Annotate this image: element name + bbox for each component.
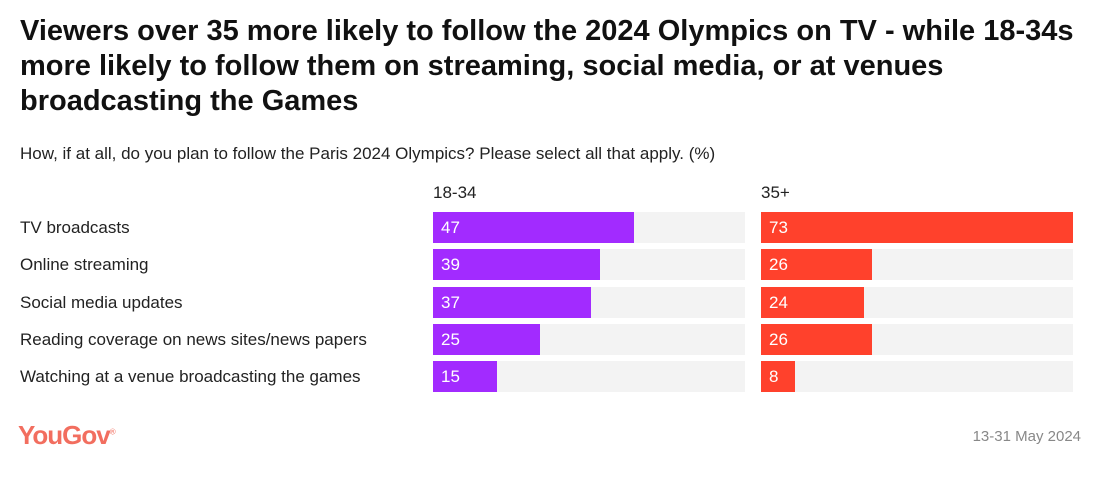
bar-track: 24 (761, 287, 1073, 318)
bar-track: 73 (761, 212, 1073, 243)
survey-date: 13-31 May 2024 (972, 428, 1081, 445)
category-label: TV broadcasts (20, 218, 130, 237)
bar (433, 361, 498, 392)
data-label: 8 (769, 367, 779, 386)
chart-subtitle: How, if at all, do you plan to follow th… (20, 144, 716, 163)
chart-title: Viewers over 35 more likely to follow th… (20, 15, 1074, 117)
bar (761, 361, 796, 392)
data-label: 26 (769, 255, 788, 274)
data-label: 37 (441, 293, 460, 312)
data-label: 26 (769, 330, 788, 349)
series-header-18-34: 18-34 (433, 183, 477, 202)
bar (761, 212, 1073, 243)
yougov-logo: YouGov® (18, 420, 116, 450)
category-label: Online streaming (20, 255, 149, 274)
bar-track: 8 (761, 361, 1073, 392)
series-header-35-plus: 35+ (761, 183, 790, 202)
bar-track: 26 (761, 249, 1073, 280)
bar-track: 26 (761, 324, 1073, 355)
bar (761, 249, 873, 280)
bar (433, 287, 592, 318)
bar (761, 287, 864, 318)
data-label: 73 (769, 218, 788, 237)
data-label: 39 (441, 255, 460, 274)
category-label: Social media updates (20, 293, 183, 312)
data-label: 15 (441, 367, 460, 386)
bar (761, 324, 873, 355)
bar-track: 37 (433, 287, 745, 318)
bar-track: 47 (433, 212, 745, 243)
data-label: 24 (769, 293, 788, 312)
category-label: Watching at a venue broadcasting the gam… (20, 367, 361, 386)
bar (433, 249, 600, 280)
bar-track: 39 (433, 249, 745, 280)
bar-track: 25 (433, 324, 745, 355)
data-label: 47 (441, 218, 460, 237)
bar (433, 324, 540, 355)
bar (433, 212, 634, 243)
data-label: 25 (441, 330, 460, 349)
bar-track: 15 (433, 361, 745, 392)
brand-text: YouGov (18, 420, 111, 450)
category-label: Reading coverage on news sites/news pape… (20, 330, 367, 349)
